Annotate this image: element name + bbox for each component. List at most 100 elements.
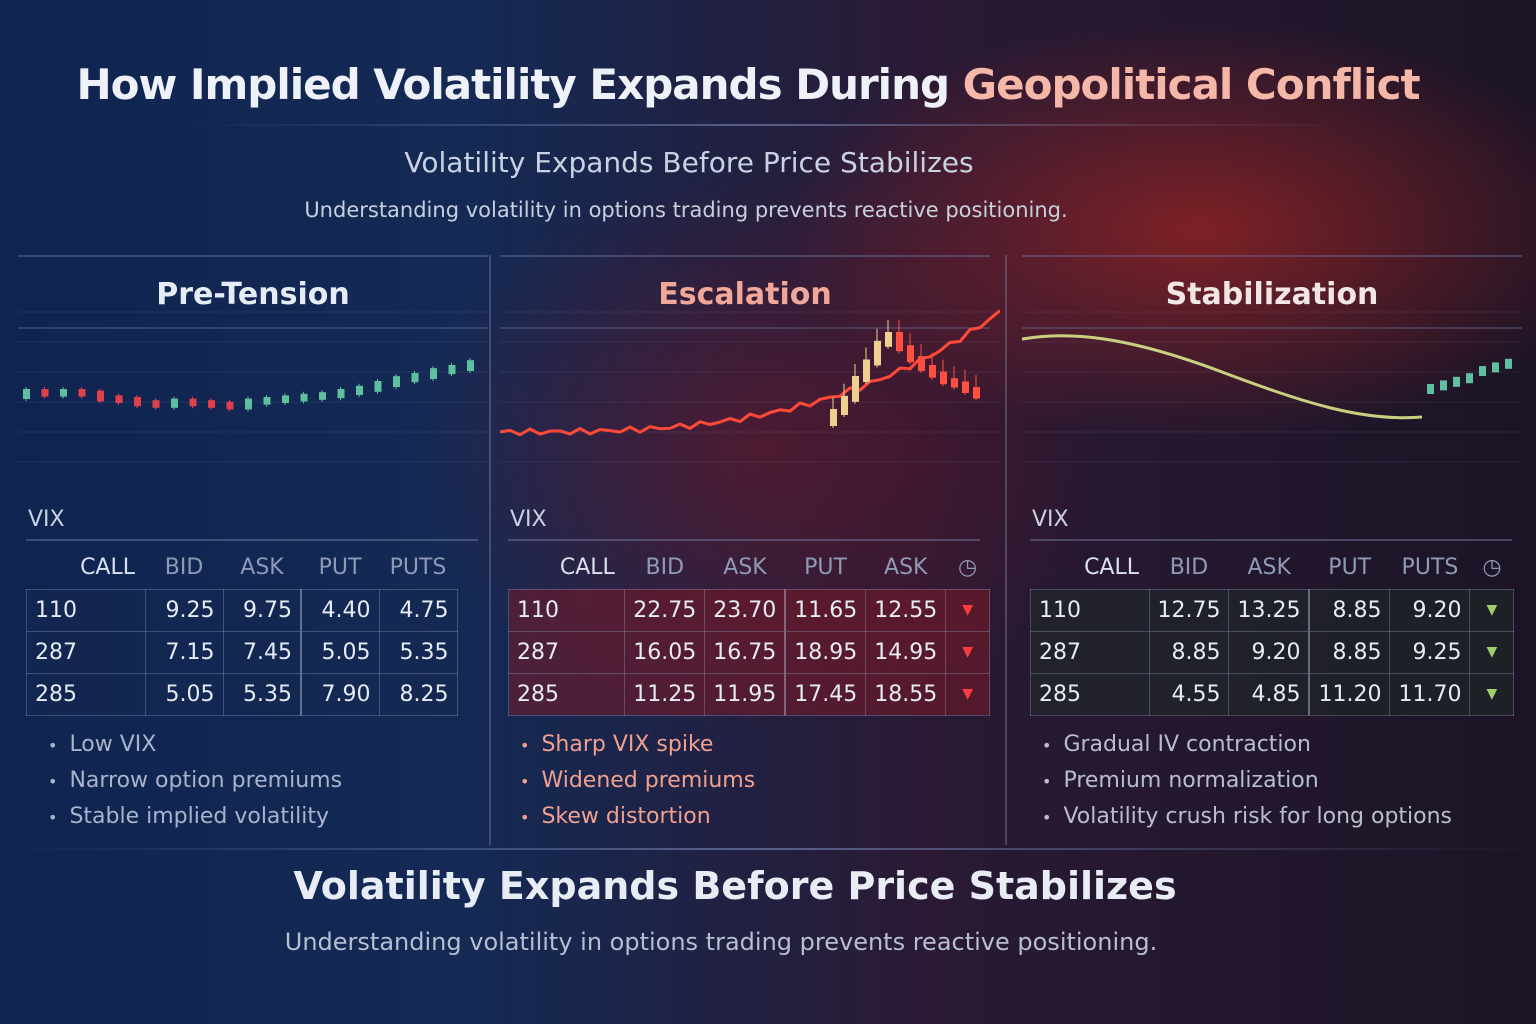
table-row: 287 7.15 7.45 5.05 5.35 — [26, 630, 458, 674]
title-main: How Implied Volatility Expands During — [76, 60, 963, 109]
price-cell: 22.75 — [624, 588, 706, 632]
candle — [841, 395, 848, 415]
candlestick-chart — [1022, 311, 1522, 463]
price-cell: 5.35 — [378, 630, 458, 674]
candle — [430, 368, 437, 379]
price-cell: 4.55 — [1148, 672, 1230, 716]
price-cell: 7.45 — [222, 630, 302, 674]
price-cell: 13.25 — [1228, 588, 1310, 632]
candle — [1466, 373, 1473, 384]
bullet-item: Sharp VIX spike — [520, 727, 755, 763]
price-line — [500, 309, 1000, 437]
divider — [18, 327, 488, 329]
vix-label: VIX — [1032, 507, 1069, 532]
candle — [467, 360, 474, 371]
mini-chart-icon — [1089, 630, 1150, 674]
subtitle: Volatility Expands Before Price Stabiliz… — [404, 146, 974, 179]
candle — [356, 385, 363, 395]
candle — [907, 345, 914, 363]
price-cell: 9.25 — [1389, 630, 1471, 674]
price-cell: 16.05 — [624, 630, 706, 674]
candle — [1492, 362, 1499, 373]
price-cell: 8.85 — [1308, 630, 1391, 674]
strike-cell: 287 — [1030, 630, 1089, 674]
arrow-down-icon: ▼ — [945, 588, 990, 632]
arrow-down-icon: ▼ — [945, 672, 990, 716]
candle — [962, 381, 969, 393]
price-cell: 12.55 — [865, 588, 947, 632]
clock-icon: ◷ — [958, 555, 978, 581]
price-cell: 11.95 — [704, 672, 786, 716]
price-cell: 14.95 — [865, 630, 947, 674]
candle — [97, 390, 104, 402]
price-cell: 18.55 — [865, 672, 947, 716]
price-cell: 11.65 — [784, 588, 867, 632]
price-cell: 8.25 — [378, 672, 458, 716]
candle — [411, 373, 419, 383]
column-header: PUT — [318, 555, 362, 581]
mini-chart-icon — [85, 588, 146, 632]
price-cell: 4.40 — [300, 588, 380, 632]
price-cell: 17.45 — [784, 672, 867, 716]
price-cell: 9.75 — [222, 588, 302, 632]
mini-chart-icon — [567, 630, 626, 674]
arrow-up-icon: ▼ — [1469, 630, 1515, 674]
candle — [940, 371, 947, 385]
table-row: 285 11.25 11.95 17.45 18.55 ▼ — [508, 672, 990, 716]
candle — [1427, 384, 1434, 394]
candlestick-chart — [18, 311, 488, 463]
price-cell: 23.70 — [704, 588, 786, 632]
page-title: How Implied Volatility Expands During Ge… — [0, 60, 1496, 109]
panel-title: Pre-Tension — [156, 277, 350, 312]
price-cell: 8.85 — [1148, 630, 1230, 674]
candle — [830, 409, 837, 426]
candle — [226, 401, 234, 410]
options-table: CALL BID ASK PUT PUTS ◷ 110 12.75 13.25 8.85 9.20 ▼… — [1030, 547, 1515, 716]
candle — [208, 400, 215, 408]
mini-chart-icon — [85, 630, 146, 674]
mini-chart-icon — [1089, 588, 1150, 632]
candle — [393, 376, 400, 387]
candle — [1453, 376, 1460, 387]
candle — [189, 398, 197, 407]
column-header: ASK — [723, 555, 767, 581]
panel-escalation: Escalation VIX CALL BID ASK PUT ASK ◷ 110 22.75… — [500, 255, 1000, 845]
strike-cell: 287 — [508, 630, 567, 674]
candle — [448, 365, 456, 375]
column-header: CALL — [559, 555, 615, 581]
strike-cell: 110 — [1030, 588, 1089, 632]
vix-label: VIX — [510, 507, 547, 532]
panel-stabilization: Stabilization VIX CALL BID ASK PUT PUTS ◷ 110 1… — [1022, 255, 1522, 845]
bullet-item: Gradual IV contraction — [1042, 727, 1452, 763]
table-row: 287 16.05 16.75 18.95 14.95 ▼ — [508, 630, 990, 674]
mini-chart-icon — [1089, 672, 1150, 716]
price-cell: 5.05 — [300, 630, 380, 674]
table-row: 110 9.25 9.75 4.40 4.75 — [26, 588, 458, 632]
candle — [951, 378, 958, 388]
divider — [1022, 327, 1522, 329]
bullet-item: Premium normalization — [1042, 763, 1452, 799]
price-cell: 5.35 — [222, 672, 302, 716]
mini-chart-icon — [567, 588, 626, 632]
footer-title: Volatility Expands Before Price Stabiliz… — [293, 864, 1177, 908]
candle — [171, 398, 178, 408]
footer-divider — [0, 848, 1536, 850]
candle — [1505, 358, 1512, 369]
candle — [885, 332, 892, 347]
column-header: BID — [164, 555, 204, 581]
strike-cell: 110 — [26, 588, 85, 632]
candle — [78, 389, 86, 397]
table-row: 287 8.85 9.20 8.85 9.25 ▼ — [1030, 630, 1515, 674]
price-cell: 11.20 — [1308, 672, 1391, 716]
panel-pre-tension: Pre-Tension VIX CALL BID ASK PUT PUTS 110 9.25… — [18, 255, 488, 845]
price-cell: 7.15 — [144, 630, 224, 674]
table-row: 285 4.55 4.85 11.20 11.70 ▼ — [1030, 672, 1515, 716]
price-cell: 4.85 — [1228, 672, 1310, 716]
price-cell: 11.70 — [1389, 672, 1471, 716]
candle — [1479, 366, 1486, 376]
column-header: PUTS — [1401, 555, 1459, 581]
candle — [134, 397, 141, 407]
column-header: CALL — [80, 555, 135, 581]
price-cell: 9.25 — [144, 588, 224, 632]
strike-cell: 285 — [26, 672, 85, 716]
